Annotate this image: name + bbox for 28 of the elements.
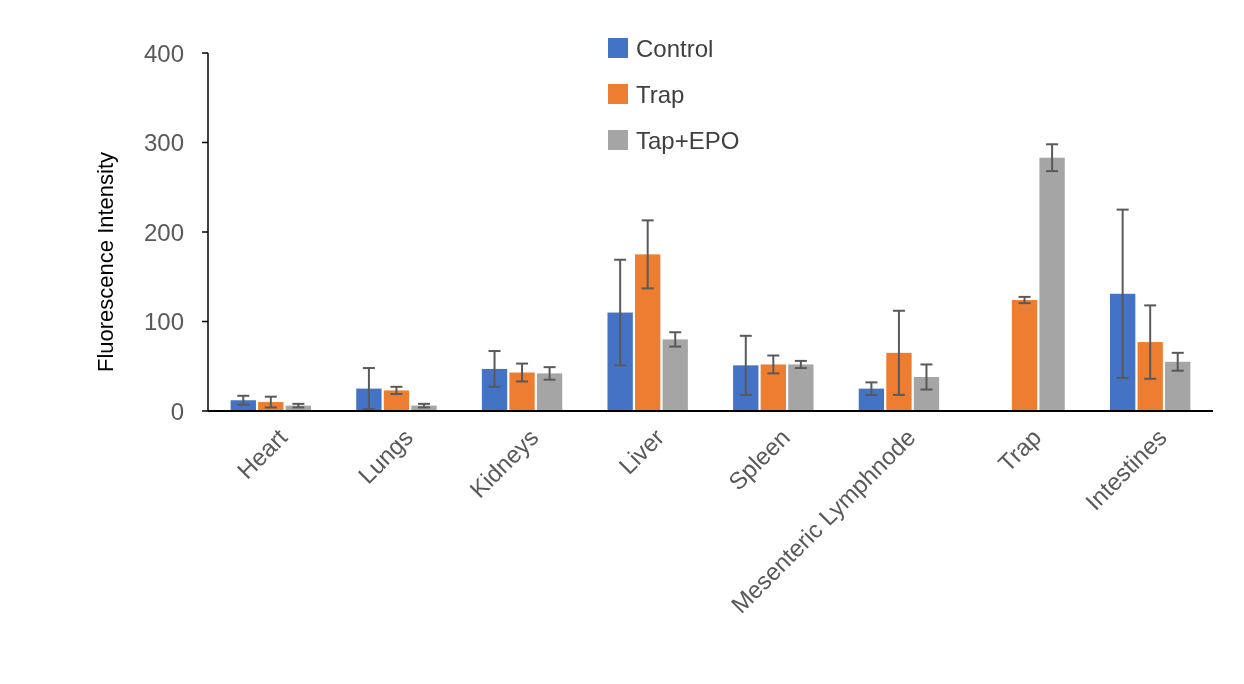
bar	[1109, 293, 1136, 411]
bar	[886, 352, 912, 411]
bar	[760, 364, 786, 411]
bar	[1137, 342, 1163, 411]
bar	[607, 312, 633, 411]
bar	[1039, 157, 1065, 411]
bar	[383, 390, 410, 411]
legend-label: Tap+EPO	[636, 126, 740, 154]
y-tick-label: 100	[143, 308, 184, 335]
bar	[536, 373, 563, 411]
bar	[509, 372, 535, 411]
bar	[788, 364, 814, 411]
bar	[662, 339, 688, 411]
legend-label: Control	[636, 34, 714, 62]
bar	[1165, 361, 1191, 411]
bar	[913, 376, 940, 411]
y-axis-title: Fluorescence Intensity	[92, 151, 118, 373]
y-tick-label: 300	[143, 129, 184, 156]
bar	[858, 388, 885, 411]
y-tick-label: 200	[143, 218, 184, 246]
x-tick-label: Trap	[992, 423, 1047, 477]
bar	[481, 368, 508, 411]
bar	[733, 365, 759, 411]
bar	[1011, 300, 1038, 411]
y-tick-label: 0	[170, 397, 184, 425]
legend-label: Trap	[636, 80, 685, 108]
bar	[635, 254, 661, 411]
y-tick-label: 400	[143, 39, 184, 67]
